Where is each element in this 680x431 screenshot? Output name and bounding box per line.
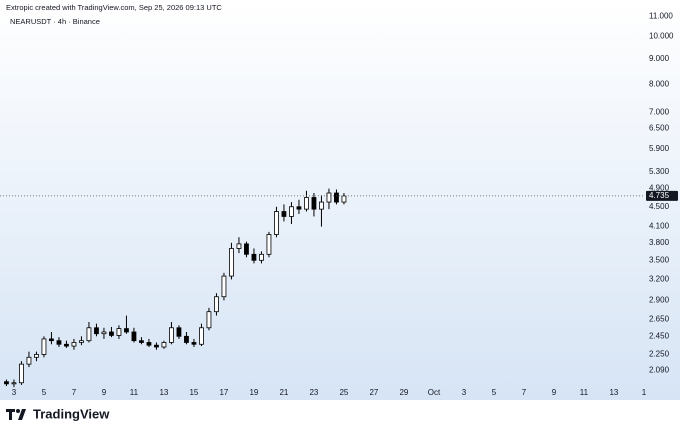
candle-body	[229, 248, 234, 277]
candle-body	[199, 327, 204, 345]
brand: TradingView	[33, 406, 110, 421]
candle-body	[244, 243, 249, 255]
candle-body	[11, 382, 17, 385]
candle-body	[221, 275, 227, 298]
candle-body	[116, 328, 122, 336]
x-tick-label: 5	[42, 388, 47, 397]
x-tick-label: 9	[552, 388, 557, 397]
plot-background	[0, 0, 680, 400]
candle-body	[19, 363, 24, 384]
y-tick-label: 2.450	[649, 331, 670, 340]
y-tick-label: 6.500	[649, 124, 670, 133]
candle-body	[334, 192, 339, 203]
y-tick-label: 2.900	[649, 295, 670, 304]
candle-body	[34, 354, 39, 358]
candle-body	[146, 342, 152, 346]
candle-body	[341, 195, 347, 203]
candle-body	[124, 328, 129, 333]
x-tick-label: 21	[279, 388, 288, 397]
y-tick-label: 7.000	[649, 108, 670, 117]
brand-logo	[6, 409, 26, 420]
candle-body	[64, 343, 69, 347]
last-price-label: 4.735	[649, 191, 670, 200]
x-tick-label: 9	[102, 388, 107, 397]
candle-body	[259, 253, 264, 261]
y-tick-label: 11.000	[649, 11, 673, 20]
candle-body	[304, 197, 309, 210]
candle-body	[206, 311, 212, 329]
x-tick-label: Oct	[428, 388, 441, 397]
candle-body	[154, 344, 159, 348]
y-tick-label: 2.650	[649, 315, 670, 324]
x-tick-label: 17	[219, 388, 228, 397]
y-tick-label: 2.090	[649, 365, 670, 374]
x-tick-label: 7	[72, 388, 77, 397]
y-tick-label: 3.800	[649, 238, 670, 247]
x-tick-label: 19	[249, 388, 258, 397]
candle-body	[326, 192, 332, 203]
candle-body	[131, 331, 137, 342]
candle-body	[161, 342, 167, 348]
x-tick-label: 11	[130, 388, 139, 397]
x-tick-label: 11	[580, 388, 589, 397]
x-tick-label: 23	[309, 388, 318, 397]
candle-body	[41, 338, 47, 355]
candle-body	[274, 211, 279, 235]
candle-body	[101, 331, 107, 335]
chart-title: NEARUSDT · 4h · Binance	[10, 17, 100, 26]
y-tick-label: 4.100	[649, 222, 670, 231]
candle-body	[26, 356, 32, 365]
candle-body	[236, 243, 242, 249]
candle-body	[94, 327, 99, 335]
candle-body	[176, 327, 182, 337]
last-price-box	[646, 190, 678, 201]
x-tick-label: 3	[12, 388, 17, 397]
y-tick-label: 10.000	[649, 32, 674, 41]
candle-body	[184, 335, 189, 343]
candle-body	[319, 201, 324, 210]
x-tick-label: 7	[522, 388, 527, 397]
y-tick-label: 8.000	[649, 79, 670, 88]
candle-body	[56, 340, 62, 345]
candle-body	[4, 381, 9, 385]
candle-body	[79, 340, 84, 343]
y-tick-label: 2.250	[649, 350, 670, 359]
candle-body	[251, 253, 257, 261]
y-tick-label: 5.300	[649, 167, 670, 176]
candle-body	[214, 296, 219, 313]
candle-body	[139, 340, 144, 343]
x-tick-label: 15	[189, 388, 198, 397]
y-tick-label: 3.500	[649, 255, 670, 264]
x-tick-label: 5	[492, 388, 497, 397]
y-tick-label: 3.200	[649, 275, 670, 284]
x-tick-label: 29	[399, 388, 408, 397]
candle-body	[71, 342, 77, 347]
x-tick-label: 25	[339, 388, 348, 397]
y-tick-label: 4.900	[649, 184, 670, 193]
y-tick-label: 9.000	[649, 54, 670, 63]
x-tick-label: 13	[159, 388, 168, 397]
candle-body	[296, 206, 302, 210]
y-tick-label: 5.900	[649, 144, 670, 153]
candle-body	[169, 327, 174, 343]
candle-body	[311, 197, 317, 210]
candle-body	[86, 327, 92, 342]
candle-body	[191, 342, 197, 345]
x-tick-label: 13	[609, 388, 618, 397]
x-tick-label: 1	[642, 388, 647, 397]
x-tick-label: 3	[462, 388, 467, 397]
candle-body	[289, 206, 294, 217]
watermark: Extropic created with TradingView.com, S…	[6, 3, 222, 12]
candle-body	[49, 338, 54, 342]
x-tick-label: 27	[369, 388, 378, 397]
candle-body	[109, 331, 114, 336]
y-tick-label: 4.500	[649, 202, 670, 211]
candle-body	[266, 234, 272, 255]
candle-body	[281, 211, 287, 217]
